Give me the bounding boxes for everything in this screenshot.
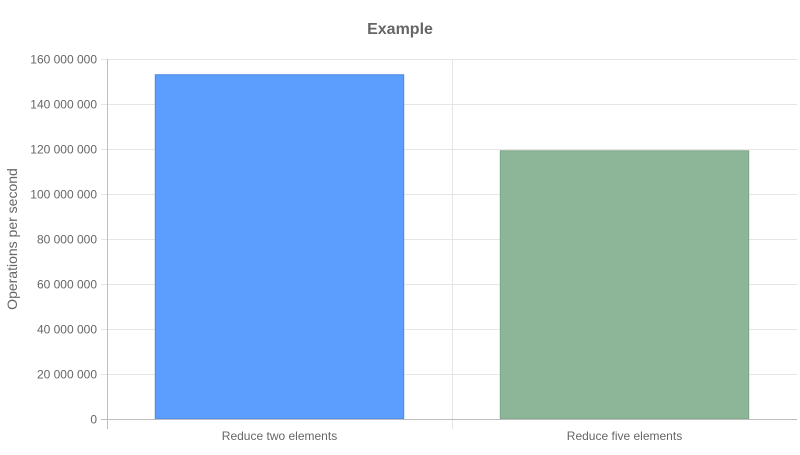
y-tick-label: 140 000 000 bbox=[30, 98, 97, 112]
y-axis-label: Operations per second bbox=[4, 168, 20, 310]
bars-layer bbox=[154, 74, 750, 420]
x-tick-labels: Reduce two elements Reduce five elements bbox=[222, 429, 682, 443]
y-tick-label: 100 000 000 bbox=[30, 188, 97, 202]
y-tick-label: 60 000 000 bbox=[37, 278, 97, 292]
y-tick-label: 40 000 000 bbox=[37, 323, 97, 337]
chart-title: Example bbox=[367, 21, 433, 38]
bar bbox=[499, 150, 750, 420]
y-tick-label: 0 bbox=[90, 413, 97, 427]
y-tick-label: 20 000 000 bbox=[37, 368, 97, 382]
y-tick-labels: 0 20 000 000 40 000 000 60 000 000 80 000 00… bbox=[30, 53, 97, 427]
y-tick-label: 160 000 000 bbox=[30, 53, 97, 67]
y-tick-label: 120 000 000 bbox=[30, 143, 97, 157]
y-tick-label: 80 000 000 bbox=[37, 233, 97, 247]
bar bbox=[154, 74, 405, 420]
x-tick-label: Reduce five elements bbox=[567, 429, 682, 443]
x-tick-label: Reduce two elements bbox=[222, 429, 337, 443]
axis-layer bbox=[101, 59, 797, 429]
